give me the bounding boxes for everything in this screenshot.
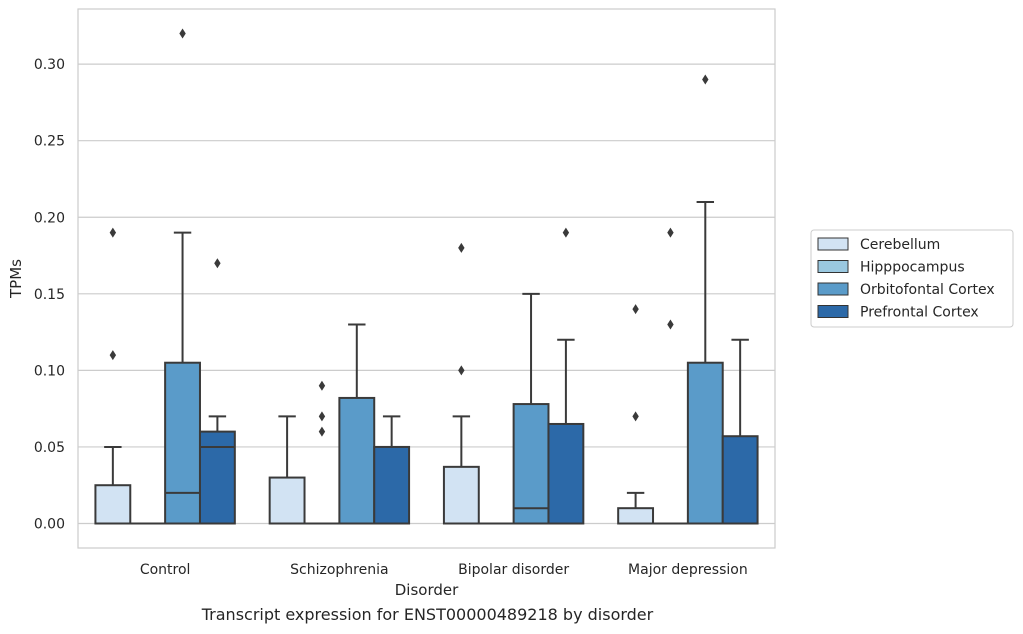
box-group	[512, 292, 550, 525]
x-tick-label: Control	[140, 562, 191, 578]
outlier-marker	[318, 380, 326, 391]
x-tick-label: Bipolar disorder	[458, 562, 569, 578]
outlier-marker	[458, 242, 465, 253]
outlier-marker	[214, 258, 221, 269]
y-axis-label: TPMs	[7, 259, 25, 299]
box	[373, 445, 411, 525]
box-group	[721, 338, 759, 525]
outlier-marker	[562, 227, 570, 238]
box	[338, 396, 376, 525]
box	[721, 435, 759, 525]
box	[617, 507, 655, 525]
boxes	[94, 28, 759, 525]
box	[94, 484, 132, 525]
legend-frame	[810, 229, 1014, 328]
outlier-marker	[702, 74, 709, 85]
box-group	[652, 227, 689, 525]
x-tick-label: Major depression	[628, 562, 748, 578]
box	[268, 476, 306, 525]
plot-frame	[77, 8, 776, 549]
box-group	[686, 74, 724, 525]
y-tick-label: 0.00	[34, 517, 65, 533]
box	[442, 465, 480, 525]
box-group	[338, 323, 376, 525]
outlier-marker	[318, 411, 326, 422]
outlier-marker	[667, 319, 674, 330]
y-axis-ticks: 0.00 0.05 0.10 0.15 0.20 0.25 0.30	[34, 57, 65, 532]
box-group	[442, 242, 480, 525]
y-tick-label: 0.15	[34, 287, 65, 303]
outlier-marker	[318, 426, 326, 437]
y-tick-label: 0.20	[34, 210, 65, 226]
legend-label: Orbitofontal Cortex	[860, 282, 995, 298]
outlier-marker	[667, 227, 674, 238]
legend-label: Prefrontal Cortex	[860, 305, 979, 321]
box-group	[164, 28, 201, 525]
box-group	[547, 227, 585, 525]
x-axis-label: Disorder	[395, 581, 459, 599]
legend-swatch	[817, 282, 849, 296]
chart-caption: Transcript expression for ENST0000048921…	[201, 605, 654, 624]
legend: Cerebellum Hipppocampus Orbitofontal Corte…	[810, 229, 1014, 328]
box-group	[198, 258, 236, 525]
box	[164, 361, 201, 525]
box	[198, 430, 236, 525]
box	[512, 403, 550, 525]
box	[547, 422, 585, 525]
legend-swatch	[817, 237, 849, 251]
box-group	[268, 415, 306, 525]
box-group	[373, 415, 411, 525]
box	[686, 361, 724, 525]
outlier-marker	[632, 304, 639, 315]
box-group	[617, 304, 655, 525]
outlier-marker	[109, 227, 117, 238]
box-group	[303, 380, 341, 525]
y-tick-label: 0.30	[34, 57, 65, 73]
legend-swatch	[817, 260, 849, 273]
x-axis-ticks: Control Schizophrenia Bipolar disorder Majo…	[140, 562, 748, 578]
legend-swatch	[817, 305, 849, 318]
outlier-marker	[109, 350, 117, 361]
legend-label: Hipppocampus	[860, 260, 965, 276]
x-tick-label: Schizophrenia	[290, 562, 388, 578]
outlier-marker	[458, 365, 465, 376]
y-tick-label: 0.05	[34, 440, 65, 456]
box-group	[94, 227, 132, 525]
outlier-marker	[179, 28, 186, 39]
outlier-marker	[632, 411, 639, 422]
legend-label: Cerebellum	[860, 237, 940, 253]
y-tick-label: 0.10	[34, 363, 65, 379]
y-tick-label: 0.25	[34, 134, 65, 150]
